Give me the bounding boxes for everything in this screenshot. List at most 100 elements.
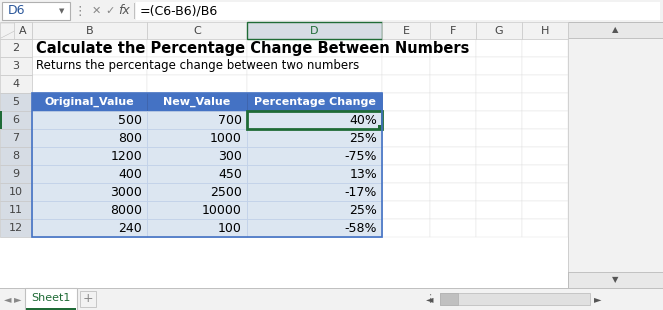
Bar <box>247 129 382 147</box>
Bar <box>382 219 430 237</box>
Bar <box>382 57 430 75</box>
Bar <box>430 75 476 93</box>
Bar <box>476 22 522 39</box>
Text: ◄: ◄ <box>426 294 434 304</box>
Bar <box>247 219 382 237</box>
Bar <box>0 288 663 289</box>
Bar <box>382 129 430 147</box>
Text: Calculate the Percentage Change Between Numbers: Calculate the Percentage Change Between … <box>36 41 469 55</box>
Bar <box>0 57 32 75</box>
Bar <box>476 57 522 75</box>
Text: Percentage Change: Percentage Change <box>253 97 375 107</box>
Bar <box>382 183 430 201</box>
Bar <box>147 165 247 183</box>
Text: 100: 100 <box>218 222 242 234</box>
Bar <box>247 93 382 111</box>
Bar <box>382 201 430 219</box>
Bar <box>430 219 476 237</box>
Bar <box>32 147 147 165</box>
Bar <box>147 111 247 129</box>
Text: 300: 300 <box>218 149 242 162</box>
Bar <box>0 201 32 219</box>
Text: A: A <box>19 25 27 36</box>
Bar <box>247 165 382 183</box>
Text: B: B <box>86 25 93 36</box>
Bar <box>247 111 382 129</box>
Bar <box>32 75 147 93</box>
Bar <box>32 129 147 147</box>
Text: fx: fx <box>118 5 130 17</box>
Text: D6: D6 <box>8 5 25 17</box>
Bar <box>0 111 2 129</box>
Text: E: E <box>402 25 410 36</box>
Bar <box>247 165 382 183</box>
Bar <box>147 57 247 75</box>
Bar <box>147 111 247 129</box>
Bar <box>247 201 382 219</box>
Bar <box>522 219 568 237</box>
Text: +: + <box>83 293 93 305</box>
Bar <box>247 22 382 39</box>
Text: 10000: 10000 <box>202 203 242 216</box>
Text: ⋮: ⋮ <box>74 5 86 17</box>
Text: 6: 6 <box>13 115 19 125</box>
Bar <box>32 129 147 147</box>
Bar <box>382 39 430 57</box>
Bar <box>0 165 32 183</box>
Bar <box>0 75 32 93</box>
Text: 8: 8 <box>13 151 20 161</box>
Text: ◄: ◄ <box>4 294 12 304</box>
Bar <box>430 165 476 183</box>
Bar <box>0 93 32 111</box>
Text: 240: 240 <box>118 222 142 234</box>
Bar <box>247 39 382 57</box>
Text: 13%: 13% <box>349 167 377 180</box>
Bar <box>476 219 522 237</box>
Bar <box>382 75 430 93</box>
Text: -75%: -75% <box>345 149 377 162</box>
Text: D: D <box>310 25 319 36</box>
Bar <box>32 111 147 129</box>
Bar <box>32 93 147 111</box>
Bar <box>147 147 247 165</box>
Text: ▼: ▼ <box>59 8 65 14</box>
Bar <box>476 111 522 129</box>
Bar <box>247 57 382 75</box>
Bar <box>147 147 247 165</box>
Bar <box>247 147 382 165</box>
Bar <box>430 129 476 147</box>
Text: 2500: 2500 <box>210 185 242 198</box>
Bar <box>247 75 382 93</box>
Bar <box>568 22 663 288</box>
Text: New_Value: New_Value <box>163 97 231 107</box>
Bar <box>0 219 32 237</box>
Bar <box>522 57 568 75</box>
Text: 40%: 40% <box>349 113 377 126</box>
Bar <box>476 201 522 219</box>
Text: ►: ► <box>14 294 22 304</box>
Bar <box>0 22 568 288</box>
Bar <box>440 293 458 305</box>
Bar <box>382 22 430 39</box>
Text: 450: 450 <box>218 167 242 180</box>
Text: Sheet1: Sheet1 <box>31 293 71 303</box>
Text: ⋮: ⋮ <box>424 294 436 304</box>
Text: Original_Value: Original_Value <box>44 97 135 107</box>
Bar <box>476 129 522 147</box>
Bar <box>32 183 147 201</box>
Bar <box>0 39 32 57</box>
Text: H: H <box>541 25 549 36</box>
Bar <box>522 183 568 201</box>
Bar <box>430 93 476 111</box>
Bar <box>522 22 568 39</box>
Text: 7: 7 <box>13 133 20 143</box>
Bar <box>247 219 382 237</box>
Bar <box>430 22 476 39</box>
Bar <box>0 288 663 310</box>
Bar <box>147 39 247 57</box>
Bar <box>0 129 32 147</box>
Bar <box>430 57 476 75</box>
Text: 8000: 8000 <box>110 203 142 216</box>
Bar <box>476 183 522 201</box>
Bar <box>147 165 247 183</box>
